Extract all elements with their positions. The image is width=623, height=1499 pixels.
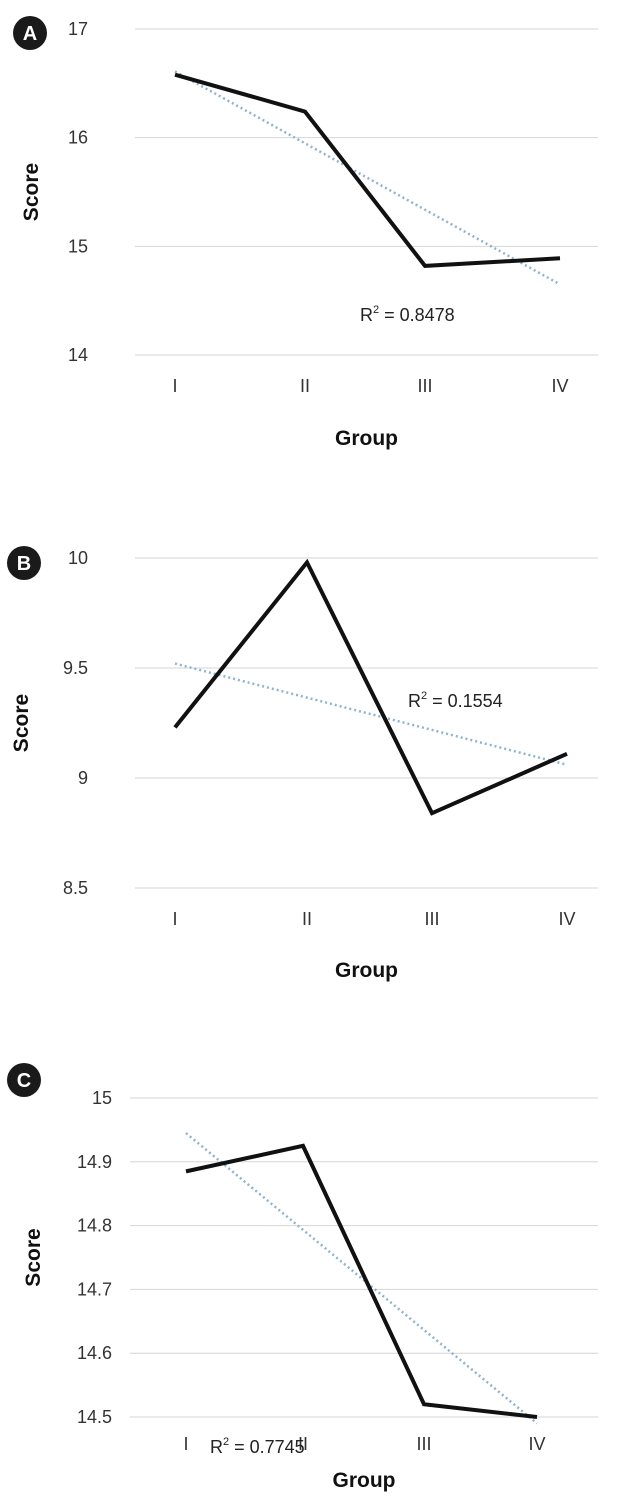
x-tick-label: III xyxy=(424,909,439,929)
y-tick-label: 14.8 xyxy=(77,1216,112,1236)
y-tick-label: 9.5 xyxy=(63,658,88,678)
y-axis-title: Score xyxy=(22,1228,45,1286)
y-tick-label: 8.5 xyxy=(63,878,88,898)
y-tick-label: 14.5 xyxy=(77,1407,112,1427)
y-tick-label: 15 xyxy=(68,236,88,256)
x-tick-label: I xyxy=(172,376,177,396)
panel-label: B xyxy=(17,553,31,575)
x-tick-label: I xyxy=(183,1434,188,1454)
y-tick-label: 10 xyxy=(68,548,88,568)
y-tick-label: 16 xyxy=(68,128,88,148)
x-tick-label: II xyxy=(300,376,310,396)
x-tick-label: II xyxy=(302,909,312,929)
series-line xyxy=(185,1143,538,1419)
r-squared-annotation: R2 = 0.1554 xyxy=(408,690,503,711)
series-line xyxy=(173,558,568,816)
x-tick-label: II xyxy=(298,1434,308,1454)
x-tick-label: IV xyxy=(528,1434,545,1454)
x-tick-label: IV xyxy=(551,376,568,396)
y-tick-label: 9 xyxy=(78,768,88,788)
panel-badge xyxy=(7,546,41,580)
y-axis-title: Score xyxy=(20,163,43,221)
x-tick-label: III xyxy=(416,1434,431,1454)
trendline xyxy=(174,70,561,286)
r-squared-annotation: R2 = 0.7745 xyxy=(210,1436,305,1457)
x-tick-label: IV xyxy=(558,909,575,929)
x-axis-title: Group xyxy=(335,959,398,982)
panel-badge xyxy=(13,16,47,50)
x-tick-label: I xyxy=(172,909,177,929)
x-axis-title: Group xyxy=(333,1469,396,1492)
series-line xyxy=(174,72,561,268)
panel-badge xyxy=(7,1063,41,1097)
panel-label: A xyxy=(23,23,37,45)
r-squared-annotation: R2 = 0.8478 xyxy=(360,304,455,325)
y-tick-label: 14.6 xyxy=(77,1343,112,1363)
trendline xyxy=(174,662,568,767)
x-axis-title: Group xyxy=(335,427,398,450)
y-tick-label: 15 xyxy=(92,1088,112,1108)
trendline xyxy=(185,1132,538,1425)
y-tick-label: 14.9 xyxy=(77,1152,112,1172)
y-axis-title: Score xyxy=(10,694,33,752)
x-tick-label: III xyxy=(417,376,432,396)
y-tick-label: 14 xyxy=(68,345,88,365)
panel-label: C xyxy=(17,1070,31,1092)
y-tick-label: 14.7 xyxy=(77,1279,112,1299)
y-tick-label: 17 xyxy=(68,19,88,39)
